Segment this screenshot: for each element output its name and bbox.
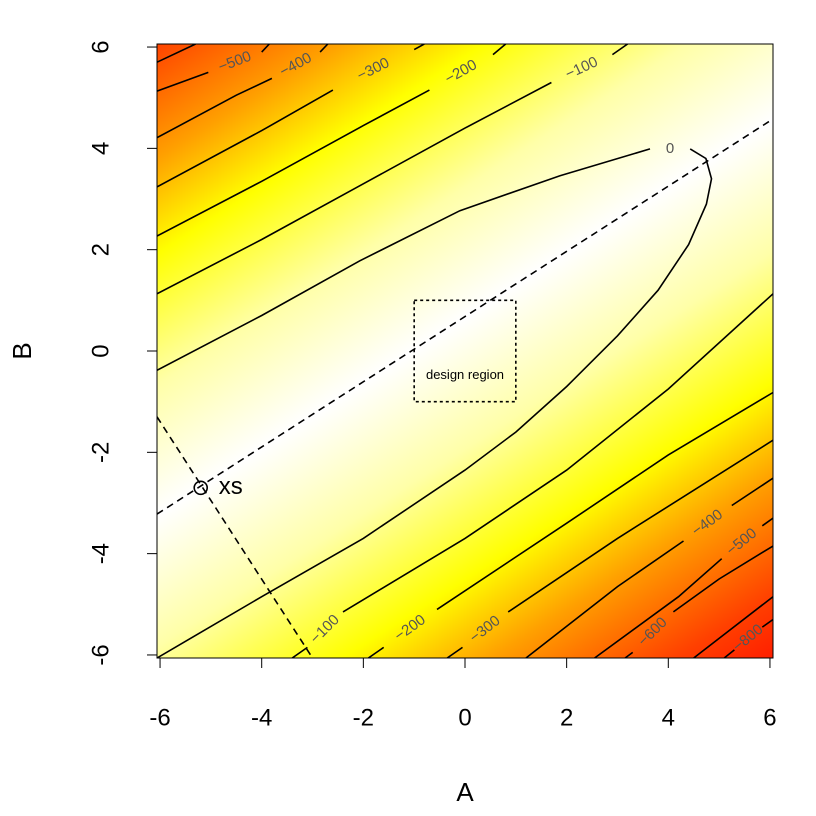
y-tick-label: 6 [87,40,114,53]
y-tick-label: 4 [87,142,114,155]
y-tick-label: -4 [87,543,114,564]
contour-line [693,596,773,658]
axes: -6 -4 -2 0 2 4 6 -6 -4 -2 0 2 4 6 [87,40,776,731]
design-region-label: design region [426,367,504,382]
contour-line [157,44,329,139]
y-tick-label: 2 [87,243,114,256]
y-tick-label: 0 [87,344,114,357]
x-tick-label: 4 [662,704,675,731]
contour-label: 0 [666,140,674,157]
y-tick-label: -6 [87,644,114,665]
contour-line [157,44,629,295]
contour-line [624,545,773,658]
contour-line [291,293,773,658]
y-axis-label: B [7,342,37,359]
contour-line [157,44,270,92]
y-tick-label: -2 [87,442,114,463]
x-tick-label: -4 [251,704,272,731]
x-tick-label: 0 [458,704,471,731]
x-axis-label: A [456,777,474,807]
contour-line [157,148,713,658]
x-tick-label: 6 [763,704,776,731]
x-tick-label: 2 [560,704,573,731]
point-label: xs [219,473,243,500]
contour-line [723,618,773,658]
contour-line [367,391,773,658]
design-region [413,299,517,403]
heat-map [157,44,773,658]
stationary-point [193,480,209,496]
contour-line [446,439,773,658]
contour-line [157,44,507,237]
contour-line [157,44,425,188]
x-tick-label: -2 [353,704,374,731]
contour-line [525,477,773,658]
contour-line [157,44,196,63]
dashed-line [157,118,773,515]
contour-line [594,517,773,658]
x-tick-label: -6 [149,704,170,731]
